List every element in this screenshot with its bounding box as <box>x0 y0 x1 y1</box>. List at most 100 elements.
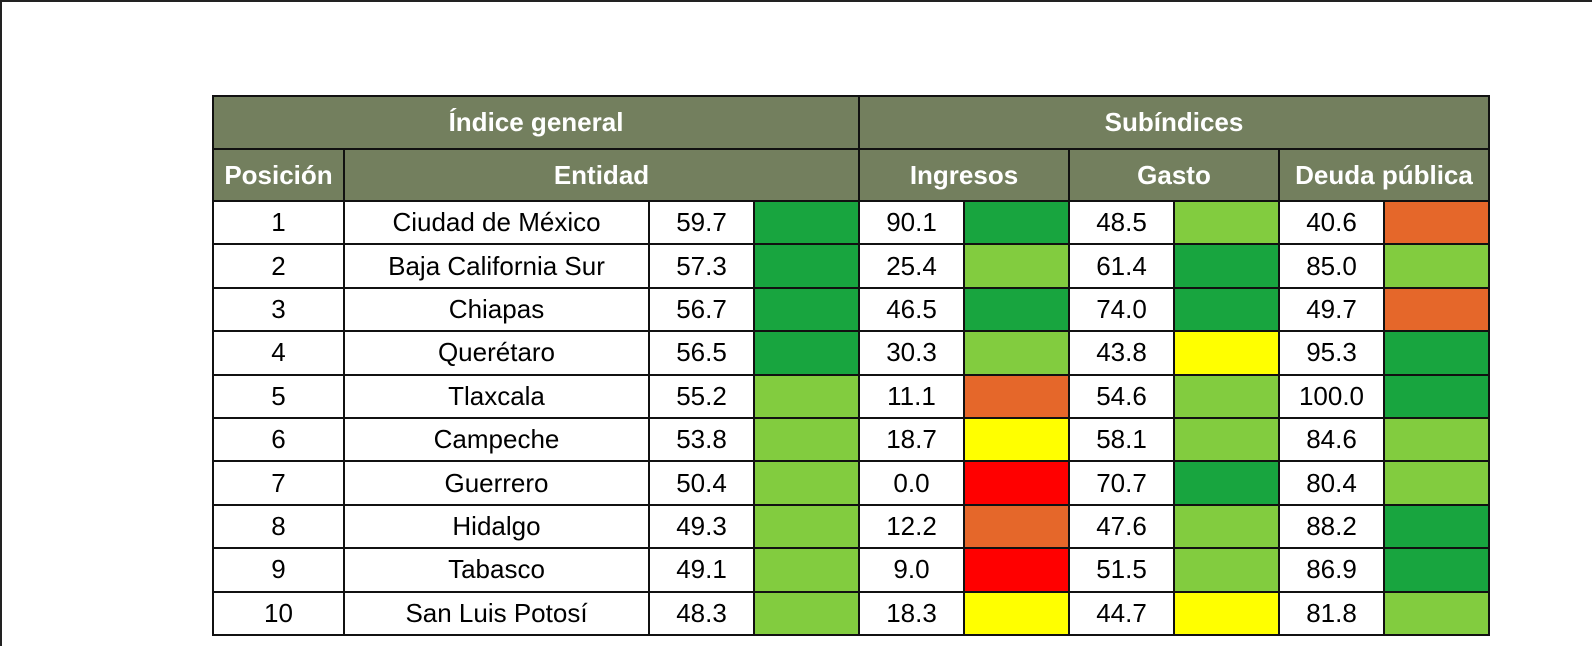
debt-score-cell: 49.7 <box>1278 286 1385 333</box>
general-color-swatch <box>753 373 860 419</box>
general-color-swatch <box>753 286 860 333</box>
spending-color-swatch <box>1173 590 1280 636</box>
spending-score-cell: 54.6 <box>1068 373 1175 419</box>
general-color-swatch <box>753 460 860 506</box>
ranking-table: Índice general Subíndices Posición Entid… <box>212 95 1490 636</box>
entity-cell: Tlaxcala <box>343 373 650 419</box>
spending-score-cell: 43.8 <box>1068 330 1175 376</box>
spending-color-swatch <box>1173 503 1280 550</box>
table-row: 5 Tlaxcala 55.2 11.1 54.6 100.0 <box>212 373 1490 419</box>
spending-color-swatch <box>1173 243 1280 289</box>
general-color-swatch <box>753 199 860 246</box>
general-score-cell: 53.8 <box>648 416 755 463</box>
position-cell: 4 <box>212 330 345 376</box>
income-color-swatch <box>963 547 1070 593</box>
general-score-cell: 56.7 <box>648 286 755 333</box>
income-color-swatch <box>963 286 1070 333</box>
group-header-subindices: Subíndices <box>858 95 1490 150</box>
income-score-cell: 46.5 <box>858 286 965 333</box>
income-color-swatch <box>963 590 1070 636</box>
entity-cell: Ciudad de México <box>343 199 650 246</box>
general-score-cell: 50.4 <box>648 460 755 506</box>
debt-color-swatch <box>1383 416 1490 463</box>
entity-cell: Guerrero <box>343 460 650 506</box>
income-color-swatch <box>963 243 1070 289</box>
general-color-swatch <box>753 590 860 636</box>
position-cell: 7 <box>212 460 345 506</box>
entity-cell: Campeche <box>343 416 650 463</box>
debt-score-cell: 88.2 <box>1278 503 1385 550</box>
spending-score-cell: 48.5 <box>1068 199 1175 246</box>
spending-color-swatch <box>1173 199 1280 246</box>
income-color-swatch <box>963 503 1070 550</box>
debt-color-swatch <box>1383 547 1490 593</box>
spending-color-swatch <box>1173 330 1280 376</box>
debt-score-cell: 85.0 <box>1278 243 1385 289</box>
income-color-swatch <box>963 199 1070 246</box>
table-body: 1 Ciudad de México 59.7 90.1 48.5 40.6 2 Baja C… <box>212 199 1490 636</box>
debt-color-swatch <box>1383 460 1490 506</box>
spending-score-cell: 74.0 <box>1068 286 1175 333</box>
table-row: 6 Campeche 53.8 18.7 58.1 84.6 <box>212 416 1490 463</box>
income-color-swatch <box>963 373 1070 419</box>
debt-score-cell: 81.8 <box>1278 590 1385 636</box>
income-score-cell: 9.0 <box>858 547 965 593</box>
debt-score-cell: 40.6 <box>1278 199 1385 246</box>
spending-score-cell: 47.6 <box>1068 503 1175 550</box>
income-score-cell: 0.0 <box>858 460 965 506</box>
debt-color-swatch <box>1383 330 1490 376</box>
entity-cell: Baja California Sur <box>343 243 650 289</box>
entity-cell: Chiapas <box>343 286 650 333</box>
income-score-cell: 30.3 <box>858 330 965 376</box>
column-header-entity: Entidad <box>343 148 860 202</box>
spending-score-cell: 51.5 <box>1068 547 1175 593</box>
spending-score-cell: 61.4 <box>1068 243 1175 289</box>
table-row: 4 Querétaro 56.5 30.3 43.8 95.3 <box>212 330 1490 376</box>
position-cell: 9 <box>212 547 345 593</box>
group-header-row: Índice general Subíndices <box>212 95 1490 150</box>
debt-color-swatch <box>1383 199 1490 246</box>
general-score-cell: 55.2 <box>648 373 755 419</box>
debt-score-cell: 80.4 <box>1278 460 1385 506</box>
table-row: 1 Ciudad de México 59.7 90.1 48.5 40.6 <box>212 199 1490 246</box>
debt-score-cell: 95.3 <box>1278 330 1385 376</box>
group-header-general: Índice general <box>212 95 860 150</box>
entity-cell: Tabasco <box>343 547 650 593</box>
entity-cell: Querétaro <box>343 330 650 376</box>
spending-score-cell: 70.7 <box>1068 460 1175 506</box>
position-cell: 8 <box>212 503 345 550</box>
spending-score-cell: 44.7 <box>1068 590 1175 636</box>
debt-color-swatch <box>1383 373 1490 419</box>
entity-cell: San Luis Potosí <box>343 590 650 636</box>
income-score-cell: 90.1 <box>858 199 965 246</box>
table-row: 3 Chiapas 56.7 46.5 74.0 49.7 <box>212 286 1490 333</box>
debt-color-swatch <box>1383 243 1490 289</box>
debt-color-swatch <box>1383 590 1490 636</box>
column-header-income: Ingresos <box>858 148 1070 202</box>
income-score-cell: 12.2 <box>858 503 965 550</box>
spending-color-swatch <box>1173 416 1280 463</box>
income-score-cell: 11.1 <box>858 373 965 419</box>
column-header-spending: Gasto <box>1068 148 1280 202</box>
debt-score-cell: 86.9 <box>1278 547 1385 593</box>
debt-color-swatch <box>1383 503 1490 550</box>
income-color-swatch <box>963 330 1070 376</box>
general-color-swatch <box>753 547 860 593</box>
general-color-swatch <box>753 243 860 289</box>
table-row: 7 Guerrero 50.4 0.0 70.7 80.4 <box>212 460 1490 506</box>
general-color-swatch <box>753 416 860 463</box>
position-cell: 2 <box>212 243 345 289</box>
debt-color-swatch <box>1383 286 1490 333</box>
spending-color-swatch <box>1173 460 1280 506</box>
column-header-row: Posición Entidad Ingresos Gasto Deuda pú… <box>212 148 1490 202</box>
income-color-swatch <box>963 460 1070 506</box>
table-row: 9 Tabasco 49.1 9.0 51.5 86.9 <box>212 547 1490 593</box>
spending-color-swatch <box>1173 547 1280 593</box>
debt-score-cell: 100.0 <box>1278 373 1385 419</box>
column-header-position: Posición <box>212 148 345 202</box>
general-score-cell: 57.3 <box>648 243 755 289</box>
income-score-cell: 18.3 <box>858 590 965 636</box>
income-score-cell: 18.7 <box>858 416 965 463</box>
general-color-swatch <box>753 503 860 550</box>
